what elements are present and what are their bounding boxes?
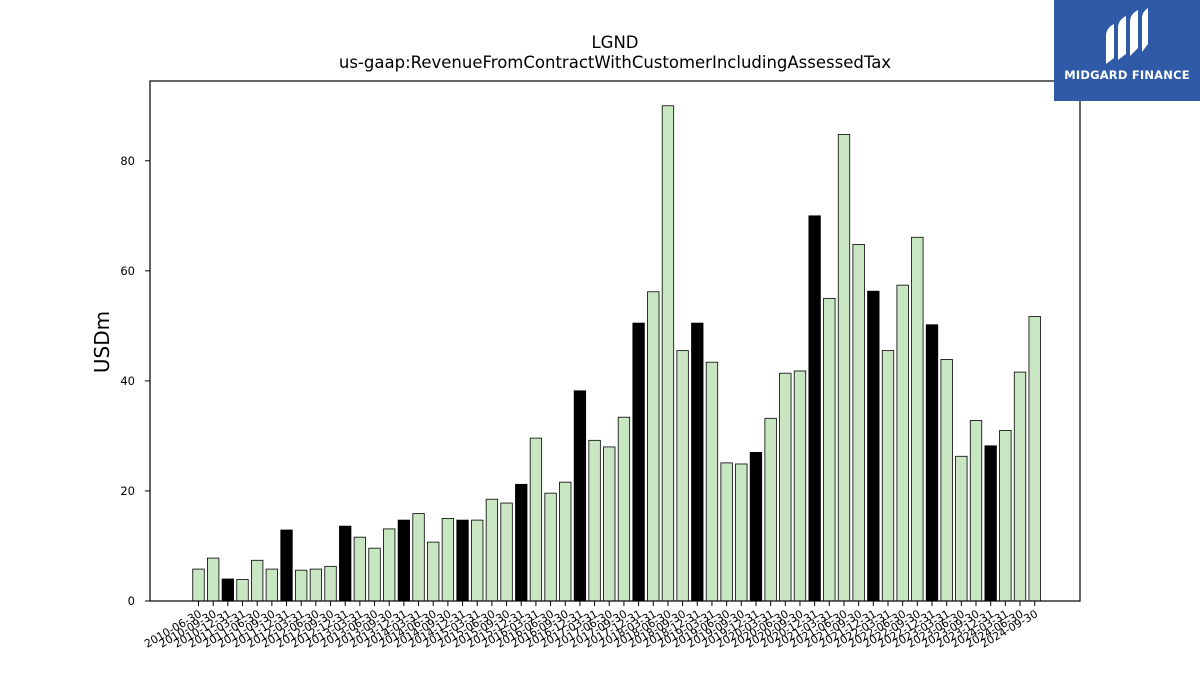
bar-2022-03-31 bbox=[881, 350, 895, 602]
bar-2016-12-31 bbox=[573, 390, 587, 602]
bar-2018-06-30 bbox=[661, 105, 675, 602]
bar-2011-12-31 bbox=[280, 529, 293, 602]
y-axis-ticks: 0 20 40 60 80 bbox=[120, 154, 150, 608]
brand-logo: MIDGARD FINANCE bbox=[1054, 0, 1200, 101]
bar-2014-09-30 bbox=[441, 518, 455, 602]
bar-2023-12-31 bbox=[984, 445, 997, 602]
bar-2012-12-31 bbox=[339, 525, 352, 602]
brand-name: MIDGARD FINANCE bbox=[1064, 68, 1190, 82]
midgard-logo-icon bbox=[1106, 8, 1148, 64]
bar-2014-06-30 bbox=[427, 541, 440, 602]
bar-2010-12-31 bbox=[221, 578, 234, 602]
bar-2022-06-30 bbox=[896, 284, 909, 602]
bar-2021-03-31 bbox=[823, 297, 836, 602]
bar-2018-03-31 bbox=[647, 291, 660, 602]
bar-2011-09-30 bbox=[265, 568, 279, 602]
chart-title: LGND bbox=[591, 33, 638, 52]
bar-2023-03-31 bbox=[940, 359, 953, 602]
bar-2016-06-30 bbox=[544, 492, 557, 602]
bar-2017-12-31 bbox=[632, 322, 645, 602]
bar-2010-09-30 bbox=[207, 557, 220, 602]
bar-2015-03-31 bbox=[471, 519, 484, 602]
bar-2023-09-30 bbox=[969, 420, 983, 602]
bar-2024-06-30 bbox=[1013, 371, 1027, 602]
y-tick-label: 60 bbox=[120, 264, 135, 278]
bar-2024-09-30 bbox=[1028, 316, 1041, 602]
bar-2021-09-30 bbox=[852, 244, 865, 602]
bar-2013-09-30 bbox=[383, 528, 396, 602]
bar-2022-12-31 bbox=[925, 324, 939, 602]
bar-2012-06-30 bbox=[309, 568, 323, 602]
bar-2019-03-31 bbox=[705, 361, 719, 602]
bar-2017-03-31 bbox=[588, 439, 601, 602]
bar-2021-12-31 bbox=[867, 290, 880, 602]
bar-2012-03-31 bbox=[295, 569, 308, 602]
bar-2018-12-31 bbox=[691, 322, 704, 602]
bar-2014-12-31 bbox=[456, 519, 469, 602]
bar-2021-06-30 bbox=[837, 133, 851, 602]
y-tick-label: 0 bbox=[128, 594, 135, 608]
bar-2010-06-30 bbox=[192, 568, 205, 602]
bar-2013-06-30 bbox=[368, 547, 381, 602]
bar-2015-09-30 bbox=[500, 502, 513, 602]
bar-2013-12-31 bbox=[397, 519, 411, 602]
bar-2016-03-31 bbox=[529, 437, 543, 602]
bar-2020-12-31 bbox=[808, 215, 821, 602]
chart-subtitle: us-gaap:RevenueFromContractWithCustomerI… bbox=[339, 53, 891, 72]
bar-2018-09-30 bbox=[676, 350, 689, 602]
y-tick-label: 40 bbox=[120, 374, 135, 388]
y-tick-label: 80 bbox=[120, 154, 135, 168]
bar-2014-03-31 bbox=[412, 513, 425, 602]
bar-2022-09-30 bbox=[911, 236, 924, 602]
plot-frame bbox=[149, 80, 1081, 602]
bars-group bbox=[192, 105, 1041, 602]
y-tick-label: 20 bbox=[120, 484, 135, 498]
bar-2020-03-31 bbox=[764, 417, 777, 602]
bar-2023-06-30 bbox=[955, 455, 968, 602]
bar-2019-12-31 bbox=[749, 452, 763, 602]
bar-2012-09-30 bbox=[324, 565, 337, 602]
bar-2011-06-30 bbox=[251, 559, 264, 602]
bar-2015-06-30 bbox=[485, 498, 499, 602]
bar-2019-09-30 bbox=[735, 463, 748, 602]
bar-2019-06-30 bbox=[720, 462, 733, 602]
bar-2017-09-30 bbox=[617, 416, 631, 602]
bar-2011-03-31 bbox=[236, 579, 249, 602]
bar-2020-09-30 bbox=[793, 370, 807, 602]
bar-2020-06-30 bbox=[779, 372, 792, 602]
x-axis-ticks: 2010-06-302010-09-302010-12-312011-03-31… bbox=[142, 601, 1040, 651]
y-axis-label: USDm bbox=[90, 311, 114, 373]
bar-2016-09-30 bbox=[559, 481, 572, 602]
bar-2017-06-30 bbox=[603, 446, 616, 602]
bar-2015-12-31 bbox=[515, 483, 528, 602]
bar-2024-03-31 bbox=[999, 430, 1012, 602]
bar-2013-03-31 bbox=[353, 536, 367, 602]
